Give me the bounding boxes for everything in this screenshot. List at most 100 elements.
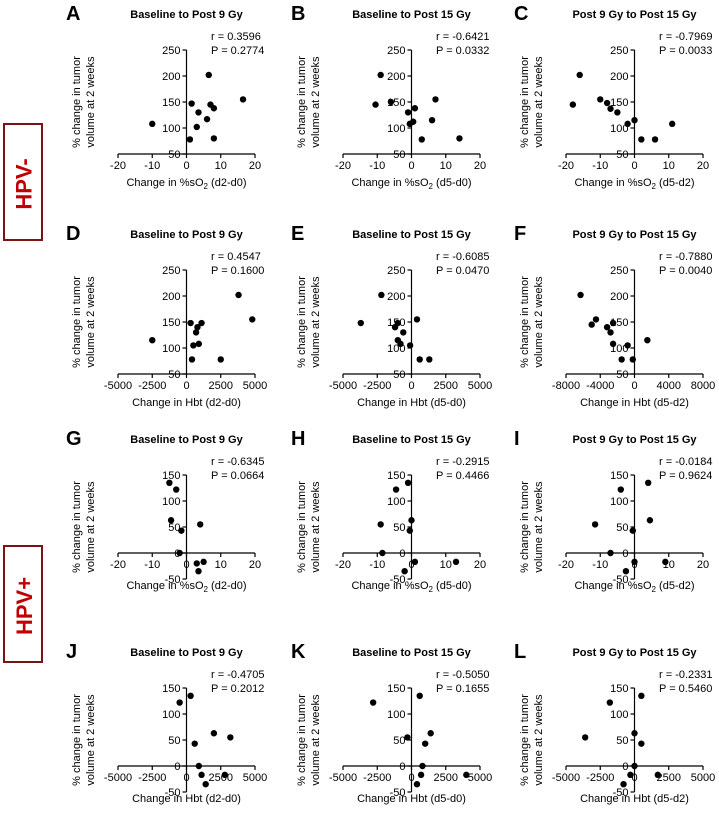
x-axis-label: Change in Hbt (d5-d0): [357, 793, 466, 805]
data-point: [452, 558, 460, 566]
panel-title: Baseline to Post 9 Gy: [130, 647, 243, 659]
y-axis-label: volume at 2 weeks: [533, 276, 545, 368]
data-point: [607, 329, 614, 336]
x-tick-label: -2500: [138, 772, 166, 784]
y-tick-label: 150: [162, 470, 180, 482]
group-box-hpv-negative: HPV-: [3, 123, 43, 241]
panel-letter: J: [66, 641, 77, 663]
data-point: [426, 356, 433, 363]
data-point: [581, 734, 589, 741]
y-axis-label: volume at 2 weeks: [85, 276, 97, 368]
data-point: [193, 123, 200, 131]
data-point: [401, 568, 408, 575]
panel-f: F Post 9 Gy to Post 15 Gy -8000 -4000 0 4000 8…: [514, 223, 715, 409]
p-value: P = 0.0664: [211, 470, 264, 482]
data-point: [249, 316, 256, 323]
x-tick-label: 2500: [209, 772, 233, 784]
y-axis-label: % change in tumor: [519, 276, 531, 368]
data-point: [597, 96, 604, 103]
x-tick-label: 20: [697, 559, 709, 571]
x-tick-label: -20: [335, 559, 351, 571]
data-point: [614, 109, 621, 116]
panel-l: L Post 9 Gy to Post 15 Gy -5000 -2500 0 2500 5…: [514, 641, 715, 805]
data-point: [651, 136, 659, 143]
x-tick-label: 20: [249, 559, 261, 571]
x-tick-label: 2500: [657, 772, 681, 784]
x-tick-label: 5000: [468, 380, 492, 392]
y-tick-label: 200: [610, 71, 628, 83]
x-tick-label: 8000: [691, 380, 715, 392]
data-point: [413, 781, 421, 788]
y-tick-label: 150: [162, 317, 180, 329]
data-point: [609, 340, 617, 348]
y-tick-label: 50: [616, 369, 628, 381]
panel-title: Post 9 Gy to Post 15 Gy: [572, 9, 697, 21]
panel-j: J Baseline to Post 9 Gy -5000 -2500 0 2500 500…: [66, 641, 267, 805]
data-point: [404, 479, 412, 486]
y-tick-label: 100: [162, 709, 180, 721]
r-value: r = -0.7969: [659, 31, 713, 43]
r-value: r = 0.4547: [211, 251, 261, 263]
y-axis-label: volume at 2 weeks: [85, 481, 97, 573]
panel-a: A Baseline to Post 9 Gy -20 -10 0 10 20 50 100 15…: [66, 3, 264, 191]
data-point: [569, 101, 577, 108]
x-axis-label: Change in %sO2 (d2-d0): [126, 177, 246, 191]
y-axis-label: volume at 2 weeks: [310, 56, 322, 148]
x-tick-label: -5000: [329, 380, 357, 392]
y-tick-label: 50: [168, 522, 180, 534]
data-point: [411, 558, 419, 566]
y-tick-label: 50: [393, 369, 405, 381]
data-point: [178, 527, 185, 534]
data-point: [631, 762, 638, 770]
data-point: [190, 342, 197, 349]
data-point: [406, 527, 413, 534]
data-point: [192, 329, 200, 336]
y-tick-label: 50: [393, 149, 405, 161]
y-tick-label: 150: [610, 683, 628, 695]
data-point: [463, 771, 470, 779]
panel-letter: G: [66, 428, 82, 450]
panel-b: B Baseline to Post 15 Gy-20 -10 0 10 20501001…: [291, 3, 490, 191]
data-point: [203, 115, 211, 123]
y-tick-label: 100: [162, 496, 180, 508]
y-tick-label: 150: [162, 97, 180, 109]
y-tick-label: 150: [387, 683, 405, 695]
x-tick-label: 10: [215, 559, 227, 571]
y-axis-label: % change in tumor: [296, 276, 308, 368]
data-point: [588, 321, 595, 328]
y-tick-label: 150: [162, 683, 180, 695]
data-point: [603, 324, 611, 331]
x-tick-label: -20: [110, 160, 126, 172]
panel-letter: I: [514, 428, 520, 450]
y-tick-label: 150: [610, 470, 628, 482]
x-tick-label: -4000: [586, 380, 614, 392]
x-tick-label: 5000: [243, 380, 267, 392]
x-tick-label: -20: [335, 160, 351, 172]
y-axis-label: volume at 2 weeks: [310, 481, 322, 573]
group-box-hpv-positive: HPV+: [3, 545, 43, 663]
x-tick-label: 10: [440, 160, 452, 172]
panel-c: C Post 9 Gy to Post 15 Gy -20 -10 0 10 20 50 100…: [514, 3, 713, 191]
data-point: [239, 96, 247, 103]
x-tick-label: -10: [144, 160, 160, 172]
panel-title: Baseline to Post 15 Gy: [352, 647, 471, 659]
data-point: [607, 105, 614, 112]
panel-title: Baseline to Post 15 Gy: [352, 9, 471, 21]
p-value: P = 0.0332: [436, 45, 489, 57]
data-point: [624, 342, 631, 349]
x-tick-label: 0: [183, 380, 189, 392]
data-point: [620, 781, 627, 788]
x-tick-label: 4000: [657, 380, 681, 392]
y-tick-label: 100: [610, 709, 628, 721]
p-value: P = 0.2774: [211, 45, 264, 57]
x-tick-label: 10: [440, 559, 452, 571]
data-point: [166, 479, 173, 486]
data-point: [607, 549, 614, 557]
x-axis-label: Change in Hbt (d2-d0): [132, 397, 241, 409]
data-point: [377, 521, 384, 528]
data-point: [377, 71, 384, 79]
r-value: r = -0.2331: [659, 669, 713, 681]
x-tick-label: -20: [558, 160, 574, 172]
y-tick-label: -50: [165, 787, 181, 799]
data-point: [418, 136, 425, 143]
